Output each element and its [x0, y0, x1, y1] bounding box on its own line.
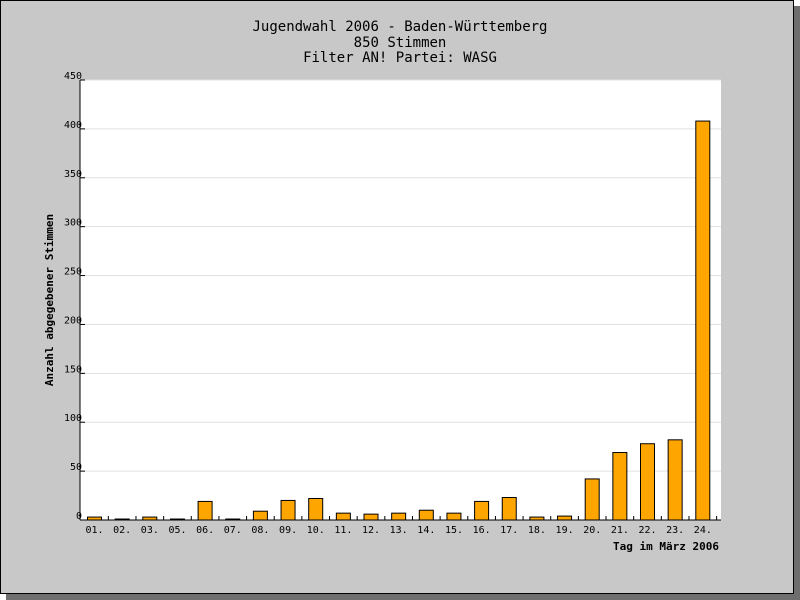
y-tick-label: 400	[64, 120, 82, 131]
y-tick-label: 200	[64, 315, 82, 326]
chart-subtitle-2: Filter AN! Partei: WASG	[303, 50, 497, 66]
y-tick-label: 450	[64, 71, 82, 82]
bar	[667, 439, 683, 521]
x-tick-label: 05.	[168, 525, 186, 536]
x-tick-label: 15.	[445, 525, 463, 536]
bar	[391, 512, 407, 521]
y-tick-label: 250	[64, 267, 82, 278]
bar	[612, 452, 628, 521]
x-tick-label: 07.	[224, 525, 242, 536]
y-tick-label: 50	[70, 462, 82, 473]
x-tick-label: 06.	[196, 525, 214, 536]
x-tick-label: 24.	[694, 525, 712, 536]
x-tick-label: 08.	[251, 525, 269, 536]
y-tick-label: 100	[64, 413, 82, 424]
x-tick-label: 14.	[417, 525, 435, 536]
chart-subtitle-1: 850 Stimmen	[354, 35, 447, 51]
x-tick-label: 17.	[500, 525, 518, 536]
x-tick-label: 21.	[611, 525, 629, 536]
x-tick-label: 12.	[362, 525, 380, 536]
bar	[280, 499, 296, 521]
bar	[446, 512, 462, 521]
y-tick-label: 300	[64, 218, 82, 229]
bar	[474, 500, 490, 521]
x-tick-label: 13.	[390, 525, 408, 536]
y-tick-label: 0	[76, 511, 82, 522]
bar	[501, 497, 517, 521]
x-tick-label: 11.	[334, 525, 352, 536]
x-axis-label: Tag im März 2006	[613, 540, 719, 553]
bar	[197, 500, 213, 521]
x-tick-label: 23.	[666, 525, 684, 536]
x-tick-label: 16.	[473, 525, 491, 536]
x-tick-label: 10.	[307, 525, 325, 536]
bar	[695, 120, 711, 521]
bar	[418, 509, 434, 521]
frame-shadow-right	[794, 6, 800, 600]
y-tick-label: 350	[64, 169, 82, 180]
bar	[557, 515, 573, 521]
frame-shadow-bottom	[6, 594, 800, 600]
x-tick-label: 22.	[639, 525, 657, 536]
x-tick-label: 02.	[113, 525, 131, 536]
bar	[308, 497, 324, 521]
bar	[640, 443, 655, 521]
x-tick-label: 19.	[556, 525, 574, 536]
y-tick-label: 150	[64, 364, 82, 375]
bar	[252, 510, 268, 521]
x-tick-label: 18.	[528, 525, 546, 536]
x-tick-label: 09.	[279, 525, 297, 536]
bar	[363, 513, 379, 521]
x-tick-label: 20.	[583, 525, 601, 536]
bar	[335, 512, 351, 521]
chart-title: Jugendwahl 2006 - Baden-Württemberg	[252, 19, 547, 35]
plot-area	[80, 80, 721, 520]
x-tick-labels: 01. 02. 03. 05. 06. 07. 08. 09. 10. 11. 12. 13. 14. 1…	[86, 525, 712, 536]
axes	[79, 79, 721, 521]
bar	[584, 478, 600, 521]
x-tick-label: 03.	[141, 525, 159, 536]
y-tick-labels: 0 50 100 150 200 250 300 350 400 450	[64, 71, 82, 522]
x-tick-label: 01.	[86, 525, 104, 536]
grid-lines	[80, 79, 721, 472]
y-axis-label: Anzahl abgegebener Stimmen	[43, 214, 56, 386]
